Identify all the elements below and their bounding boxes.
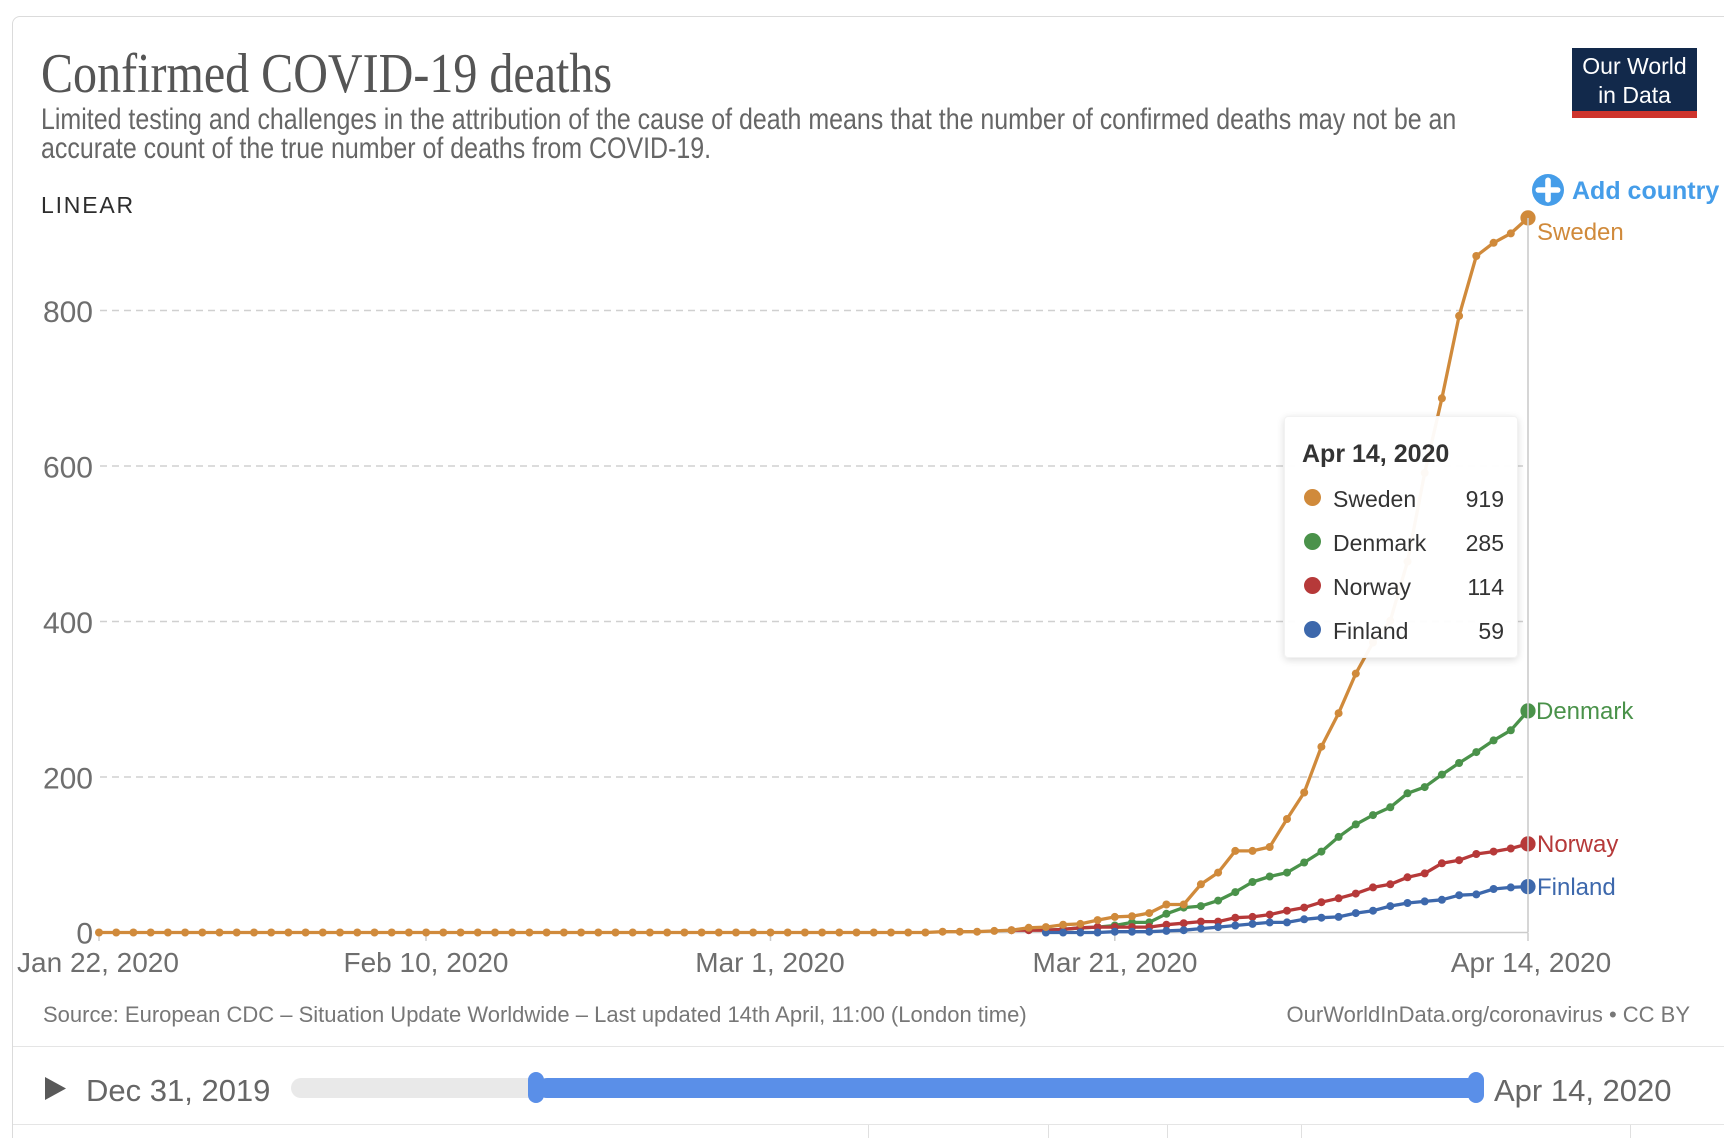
svg-text:600: 600 xyxy=(43,452,93,485)
svg-text:200: 200 xyxy=(43,763,93,796)
svg-text:400: 400 xyxy=(43,607,93,640)
svg-text:Denmark: Denmark xyxy=(1536,698,1634,725)
svg-text:Jan 22, 2020: Jan 22, 2020 xyxy=(17,947,179,978)
svg-text:Apr 14, 2020: Apr 14, 2020 xyxy=(1451,947,1611,978)
svg-text:0: 0 xyxy=(76,918,93,951)
svg-text:Mar 21, 2020: Mar 21, 2020 xyxy=(1033,947,1198,978)
svg-text:800: 800 xyxy=(43,296,93,329)
svg-text:Norway: Norway xyxy=(1537,831,1618,858)
svg-text:Finland: Finland xyxy=(1537,874,1616,901)
svg-text:Feb 10, 2020: Feb 10, 2020 xyxy=(343,947,508,978)
svg-text:Sweden: Sweden xyxy=(1537,219,1624,246)
svg-text:Mar 1, 2020: Mar 1, 2020 xyxy=(695,947,844,978)
